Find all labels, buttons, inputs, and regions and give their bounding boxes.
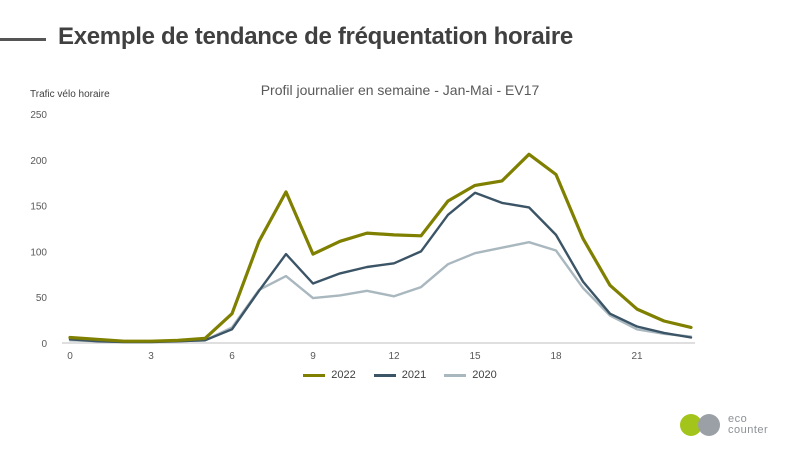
y-tick-label: 100 [30, 247, 47, 258]
chart-title: Profil journalier en semaine - Jan-Mai -… [260, 82, 540, 98]
legend-swatch [303, 373, 326, 377]
y-tick-label: 150 [30, 202, 47, 213]
series-line-2022 [68, 152, 693, 343]
legend-swatch [373, 373, 396, 377]
x-tick-label: 3 [148, 351, 154, 362]
legend-item-2020: 2020 [444, 369, 497, 381]
x-tick-label: 15 [469, 351, 481, 362]
logo-text-line2: counter [728, 424, 769, 436]
legend-label: 2020 [472, 369, 497, 381]
y-tick-label: 50 [36, 293, 48, 304]
cyclist-icon [680, 414, 702, 436]
legend-item-2022: 2022 [303, 369, 356, 381]
eco-counter-logo: eco counter [680, 410, 768, 440]
x-tick-label: 12 [388, 351, 400, 362]
legend-label: 2021 [401, 369, 427, 381]
page-title: Exemple de tendance de fréquentation hor… [58, 23, 573, 50]
y-tick-label: 200 [30, 156, 47, 167]
x-tick-label: 6 [229, 351, 235, 362]
legend-item-2021: 2021 [373, 369, 427, 381]
y-tick-label: 0 [41, 339, 47, 350]
x-tick-label: 18 [550, 351, 562, 362]
x-tick-label: 9 [310, 351, 316, 362]
logo-text: eco counter [728, 414, 768, 436]
legend-label: 2022 [331, 369, 356, 381]
title-rule [0, 38, 46, 41]
y-tick-label: 250 [30, 110, 47, 121]
y-axis-label: Trafic vélo horaire [30, 89, 110, 100]
series-line-2020 [68, 240, 693, 344]
logo-icon [680, 410, 724, 440]
x-tick-label: 21 [631, 351, 643, 362]
x-tick-label: 0 [67, 351, 73, 362]
pedestrian-icon [698, 414, 720, 436]
chart-legend: 2022 2021 2020 [0, 369, 800, 381]
legend-swatch [444, 373, 467, 377]
logo-text-line1: eco [728, 413, 748, 425]
